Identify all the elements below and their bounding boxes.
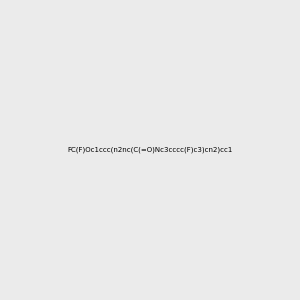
- Text: FC(F)Oc1ccc(n2nc(C(=O)Nc3cccc(F)c3)cn2)cc1: FC(F)Oc1ccc(n2nc(C(=O)Nc3cccc(F)c3)cn2)c…: [67, 147, 233, 153]
